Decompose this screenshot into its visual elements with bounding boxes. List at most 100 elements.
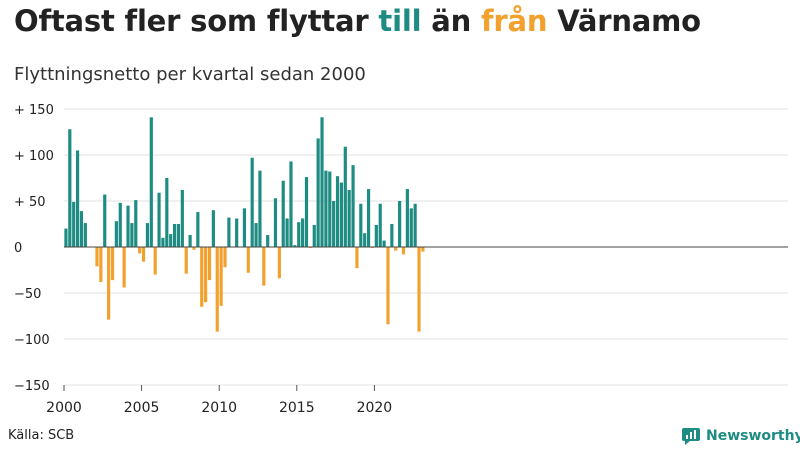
bar (378, 203, 382, 247)
bar (64, 228, 68, 247)
title-word-fran: från (480, 4, 548, 38)
title-word-till: till (378, 4, 422, 38)
y-tick-label: −50 (14, 287, 41, 302)
bar (316, 138, 320, 247)
x-tick-label: 2005 (124, 400, 160, 416)
bar (99, 247, 103, 282)
bar (126, 205, 130, 247)
bar (138, 247, 142, 254)
bar (75, 150, 80, 247)
bar (172, 224, 177, 247)
source-note: Källa: SCB (8, 428, 75, 443)
bar (176, 224, 181, 247)
bar (145, 223, 150, 247)
bar (149, 117, 153, 247)
y-tick-label: 0 (14, 241, 22, 256)
bar (382, 240, 386, 247)
newsworthy-logo-icon (682, 428, 700, 445)
bar (180, 189, 184, 247)
bar (141, 247, 146, 262)
y-tick-label: + 150 (14, 103, 54, 118)
bar (304, 177, 309, 247)
bar (250, 157, 254, 247)
bar (184, 247, 188, 274)
bar (200, 247, 204, 307)
bar (235, 218, 239, 247)
bar (347, 189, 351, 247)
bar (328, 171, 332, 247)
axis-layer: + 150 + 100 + 50 0 −50 −100 −150 2000 2005 2010 20… (14, 103, 788, 416)
bar (72, 201, 76, 247)
bar (266, 235, 270, 247)
bar (223, 247, 227, 268)
bar (242, 208, 247, 247)
x-tick-label: 2020 (357, 400, 393, 416)
bar (118, 202, 122, 247)
bar (285, 218, 289, 247)
bar (122, 247, 126, 288)
bar (258, 170, 262, 247)
bar (293, 245, 297, 247)
chart-subtitle: Flyttningsnetto per kvartal sedan 2000 (14, 64, 366, 85)
bar (192, 247, 196, 250)
bar (281, 180, 285, 247)
bar (363, 233, 367, 247)
bar (409, 208, 413, 247)
x-tick-label: 2010 (201, 400, 237, 416)
bar (324, 170, 328, 247)
bar (110, 247, 115, 281)
bar (79, 211, 84, 247)
title-part-1: Oftast fler som flyttar (14, 4, 369, 38)
x-tick-label: 2015 (279, 400, 315, 416)
bar (405, 189, 409, 247)
title-part-3: Värnamo (557, 4, 701, 38)
bar (277, 247, 281, 279)
bar (398, 201, 402, 247)
bar (343, 146, 347, 247)
bar (165, 178, 169, 247)
bar (386, 247, 390, 325)
bar (401, 247, 406, 255)
title-part-2: än (431, 4, 472, 38)
bar (312, 224, 316, 247)
bar (413, 203, 417, 247)
bar (366, 189, 371, 247)
bar (289, 161, 293, 247)
y-tick-label: −150 (14, 379, 50, 394)
bar (273, 198, 278, 247)
bar (332, 201, 336, 247)
bar (68, 129, 72, 247)
bar (134, 200, 138, 247)
bar (351, 165, 355, 247)
bar (114, 221, 118, 247)
brand-name: Newsworthy (706, 428, 800, 444)
bar (83, 223, 87, 247)
bar (161, 237, 165, 247)
bar (297, 222, 301, 247)
bar (246, 247, 250, 273)
bars-layer (64, 117, 425, 332)
brand: Newsworthy (681, 426, 800, 446)
bar (188, 235, 192, 247)
bar (204, 247, 208, 303)
bar (103, 194, 107, 247)
bar (207, 247, 212, 281)
bar (254, 223, 258, 247)
bar (421, 247, 425, 252)
bar (211, 210, 215, 247)
bar (95, 247, 99, 267)
bar (374, 224, 378, 247)
bar (227, 217, 231, 247)
bar (335, 176, 340, 247)
bar (359, 203, 363, 247)
bar (262, 247, 266, 286)
chart-title: Oftast fler som flyttar till än från Vär… (14, 4, 701, 38)
bar (417, 247, 421, 332)
bar (301, 218, 305, 247)
bar (320, 117, 324, 247)
bar (157, 192, 161, 247)
bar (219, 247, 223, 306)
bar (130, 223, 134, 247)
bar (390, 224, 394, 247)
